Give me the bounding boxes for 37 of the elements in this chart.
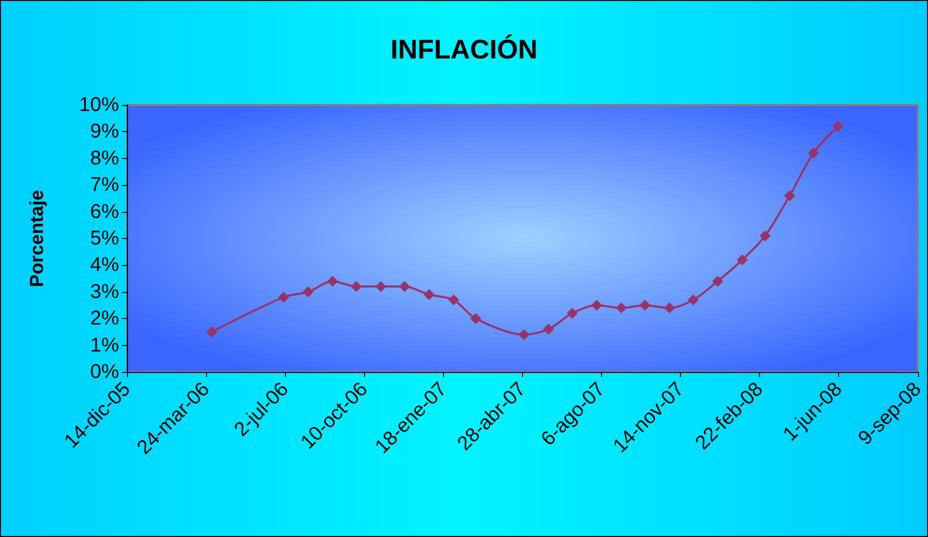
y-tick-label: 9% [90, 120, 120, 143]
y-tick-label: 4% [90, 254, 120, 276]
point [760, 230, 771, 242]
y-tick-label: 2% [90, 308, 120, 330]
y-tick-label: 1% [90, 334, 120, 356]
point [688, 294, 699, 306]
point [808, 148, 819, 159]
y-axis-title: Porcentaje [27, 190, 48, 288]
y-tick-label: 8% [90, 147, 120, 170]
point [518, 329, 530, 340]
point [712, 276, 724, 287]
point [470, 313, 482, 324]
y-tick-label: 5% [90, 228, 120, 250]
y-tick-label: 10% [78, 94, 120, 116]
point [375, 281, 386, 292]
point [543, 324, 554, 335]
point [591, 300, 602, 311]
y-tick-label: 6% [90, 200, 120, 223]
point [278, 292, 290, 303]
point [350, 281, 362, 292]
point [302, 286, 314, 298]
y-tick-label: 3% [90, 280, 120, 303]
point [639, 300, 650, 311]
point [664, 302, 675, 314]
y-tick-label: 0% [90, 361, 120, 383]
point [832, 120, 844, 132]
y-tick-label: 7% [90, 174, 120, 196]
point [327, 276, 338, 287]
point [399, 281, 410, 292]
chart-title: INFLACIÓN [390, 34, 538, 64]
point [206, 326, 218, 338]
point [424, 289, 435, 300]
point [736, 254, 748, 266]
point [448, 294, 460, 306]
point [616, 302, 627, 314]
point [566, 308, 578, 319]
point [784, 190, 796, 202]
